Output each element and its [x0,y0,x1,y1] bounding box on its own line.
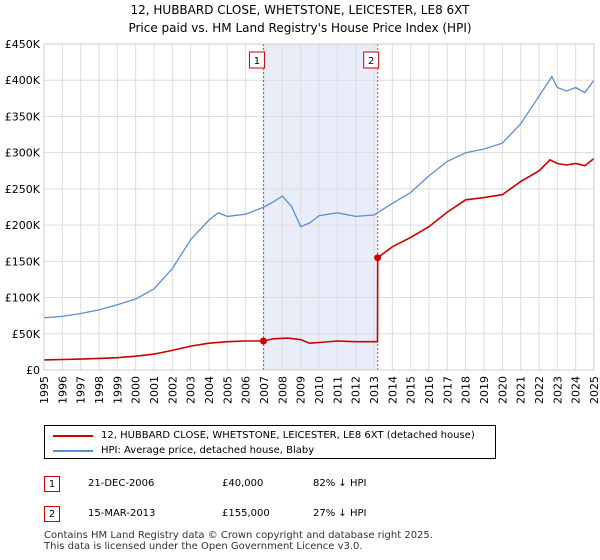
y-tick-label: £350K [5,110,41,123]
x-tick-label: 2012 [350,376,363,404]
y-tick-label: £250K [5,183,41,196]
x-tick-label: 2008 [276,376,289,404]
series-line-property [43,157,595,361]
y-tick-label: £300K [5,147,41,160]
x-tick-label: 2021 [515,376,528,404]
x-tick-label: 2023 [551,376,564,404]
y-tick-label: £100K [5,292,41,305]
chart-legend: 12, HUBBARD CLOSE, WHETSTONE, LEICESTER,… [44,425,496,459]
chart-title-line1: 12, HUBBARD CLOSE, WHETSTONE, LEICESTER,… [130,3,470,17]
y-tick-label: £50K [12,328,41,341]
marker-badge-label: 2 [368,56,374,67]
x-tick-label: 2003 [185,376,198,404]
footer-licence: This data is licensed under the Open Gov… [44,541,363,552]
footer-copyright: Contains HM Land Registry data © Crown c… [44,530,433,541]
x-tick-label: 2011 [331,376,344,404]
x-tick-label: 2000 [130,376,143,404]
x-tick-label: 2007 [258,376,271,404]
y-tick-label: £150K [5,255,41,268]
y-tick-label: £200K [5,219,41,232]
marker-badge [363,51,380,69]
x-tick-label: 2022 [533,376,546,404]
x-tick-label: 2006 [240,376,253,404]
legend-label-hpi: HPI: Average price, detached house, Blab… [101,445,315,456]
x-tick-label: 1997 [75,376,88,404]
transaction-number-badge: 2 [44,506,60,522]
transaction-date: 15-MAR-2013 [88,508,156,519]
x-tick-label: 2017 [441,376,454,404]
chart-title-line2: Price paid vs. HM Land Registry's House … [128,21,472,35]
x-tick-label: 2025 [588,376,600,404]
x-tick-label: 2024 [570,376,583,404]
x-tick-label: 2014 [386,376,399,404]
x-tick-label: 2019 [478,376,491,404]
plot-frame [43,43,595,371]
transaction-number-badge: 1 [44,476,60,492]
transaction-row: 2 15-MAR-2013 £155,000 27% ↓ HPI [0,506,600,526]
series-line-hpi [43,75,595,319]
x-tick-label: 2005 [221,376,234,404]
y-tick-label: £0 [26,364,40,377]
x-tick-label: 2016 [423,376,436,404]
legend-swatch-hpi [53,450,93,452]
x-tick-label: 2004 [203,376,216,404]
shaded-period [263,44,378,370]
price-chart: £0 £50K £100K £150K £200K £250K £300K £350K £400… [5,38,600,404]
transaction-hpi-diff: 27% ↓ HPI [313,508,367,519]
transaction-price: £155,000 [222,508,270,519]
y-tick-label: £400K [5,74,41,87]
x-tick-label: 2002 [166,376,179,404]
x-tick-label: 1999 [111,376,124,404]
x-tick-label: 1996 [56,376,69,404]
transaction-price: £40,000 [222,478,264,489]
x-tick-label: 1998 [93,376,106,404]
x-tick-label: 2018 [460,376,473,404]
legend-swatch-property [53,435,93,437]
x-tick-label: 2013 [368,376,381,404]
transaction-hpi-diff: 82% ↓ HPI [313,478,367,489]
sale-point [374,254,382,262]
transaction-date: 21-DEC-2006 [88,478,155,489]
x-tick-label: 2015 [405,376,418,404]
sale-point [259,337,267,345]
x-tick-label: 2001 [148,376,161,404]
x-tick-label: 2010 [313,376,326,404]
marker-badge [248,51,265,69]
legend-label-property: 12, HUBBARD CLOSE, WHETSTONE, LEICESTER,… [101,430,475,441]
marker-badge-label: 1 [254,56,260,67]
x-tick-label: 1995 [38,376,51,404]
x-tick-label: 2020 [496,376,509,404]
y-tick-label: £450K [5,38,41,51]
transaction-row: 1 21-DEC-2006 £40,000 82% ↓ HPI [0,476,600,496]
x-tick-label: 2009 [295,376,308,404]
